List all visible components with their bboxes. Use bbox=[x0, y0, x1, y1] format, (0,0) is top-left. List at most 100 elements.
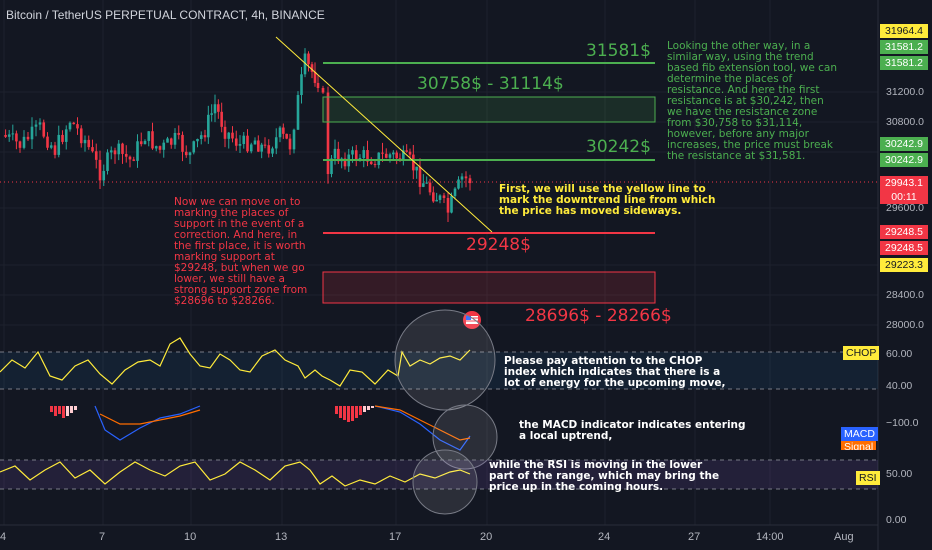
candle-body bbox=[166, 138, 169, 143]
price-tag-31964: 31964.4 bbox=[880, 24, 928, 38]
candle-body bbox=[307, 53, 310, 65]
candle-body bbox=[117, 143, 121, 155]
candle-body bbox=[57, 134, 61, 155]
candle-body bbox=[288, 138, 292, 150]
downtrend-line[interactable] bbox=[275, 36, 493, 233]
candle-body bbox=[18, 141, 22, 148]
candle-body bbox=[333, 148, 337, 159]
macd-histogram-bar bbox=[62, 406, 65, 418]
candle-body bbox=[30, 126, 34, 140]
candle-body bbox=[76, 124, 79, 129]
candle-body bbox=[303, 53, 307, 75]
candle-body bbox=[124, 153, 128, 157]
candle-body bbox=[34, 124, 38, 127]
candle-body bbox=[351, 150, 354, 155]
price-tick: 28000.0 bbox=[886, 319, 924, 331]
chop-label[interactable]: CHOP bbox=[843, 346, 880, 360]
candle-body bbox=[203, 135, 207, 138]
candle-body bbox=[418, 166, 422, 187]
candle-body bbox=[337, 148, 340, 162]
candle-body bbox=[282, 127, 285, 134]
macd-histogram-bar bbox=[363, 406, 366, 412]
time-tick: 17 bbox=[389, 531, 402, 543]
candle-body bbox=[154, 146, 158, 149]
candle-body bbox=[106, 152, 109, 171]
rsi-tick: 50.00 bbox=[886, 468, 913, 480]
candle-body bbox=[285, 133, 288, 139]
price-tag-31581: 31581.2 bbox=[880, 40, 928, 54]
rsi-line bbox=[0, 461, 471, 487]
candle-body bbox=[316, 82, 320, 89]
macd-histogram-bar bbox=[371, 406, 374, 408]
macd-histogram bbox=[50, 406, 374, 422]
candle-body bbox=[296, 95, 300, 130]
candle-body bbox=[271, 148, 274, 154]
rsi-highlight-circle bbox=[412, 449, 478, 515]
candle-body bbox=[192, 141, 196, 153]
candle-body bbox=[53, 145, 57, 155]
candle-body bbox=[321, 88, 325, 93]
support-zone-28696-28266 bbox=[322, 271, 656, 304]
candle-body bbox=[213, 104, 217, 114]
candle-body bbox=[42, 122, 46, 137]
candle-body bbox=[313, 71, 317, 83]
candle-body bbox=[169, 138, 173, 145]
candle-body bbox=[326, 92, 330, 175]
candle-body bbox=[11, 133, 15, 135]
time-tick: 27 bbox=[688, 531, 701, 543]
candle-body bbox=[184, 151, 188, 156]
macd-label[interactable]: MACD bbox=[841, 427, 878, 441]
candle-body bbox=[177, 132, 181, 135]
chop-note: Please pay attention to the CHOP index w… bbox=[504, 355, 726, 389]
candle-body bbox=[263, 144, 267, 146]
candle-body bbox=[87, 139, 91, 148]
price-tag-30242: 30242.9 bbox=[880, 153, 928, 167]
candle-body bbox=[49, 145, 53, 148]
macd-histogram-bar bbox=[335, 406, 338, 414]
candle-body bbox=[300, 74, 303, 96]
macd-histogram-bar bbox=[359, 406, 362, 415]
candle-body bbox=[362, 150, 366, 158]
candle-body bbox=[102, 170, 106, 181]
candle-body bbox=[438, 195, 442, 200]
candle-body bbox=[408, 151, 412, 155]
candle-body bbox=[68, 122, 72, 130]
time-tick: 13 bbox=[275, 531, 288, 543]
candle-body bbox=[158, 146, 162, 150]
candle-body bbox=[94, 151, 98, 160]
macd-highlight-circle bbox=[432, 404, 498, 470]
candle-body bbox=[61, 134, 64, 142]
candle-body bbox=[257, 140, 260, 152]
rsi-label[interactable]: RSI bbox=[856, 471, 880, 485]
support-note: Now we can move on to marking the places… bbox=[174, 196, 308, 307]
chart-title[interactable]: Bitcoin / TetherUS PERPETUAL CONTRACT, 4… bbox=[6, 8, 325, 22]
candle-body bbox=[442, 195, 446, 199]
candle-body bbox=[377, 152, 381, 165]
resistance-zone-30758-31114 bbox=[322, 96, 656, 123]
candle-body bbox=[199, 135, 203, 139]
rsi-note: while the RSI is moving in the lower par… bbox=[489, 459, 720, 493]
candle-body bbox=[460, 176, 464, 180]
candle-body bbox=[292, 129, 296, 150]
macd-signal-line-right bbox=[374, 405, 471, 441]
candle-body bbox=[72, 122, 76, 125]
candle-body bbox=[223, 126, 227, 139]
candle-body bbox=[26, 136, 30, 140]
candle-body bbox=[98, 159, 102, 181]
candle-body bbox=[468, 178, 472, 184]
candle-body bbox=[246, 135, 249, 152]
macd-histogram-bar bbox=[367, 406, 370, 410]
candle-body bbox=[464, 176, 468, 179]
price-tag-29223: 29223.3 bbox=[880, 258, 928, 272]
macd-signal-label[interactable]: Signal bbox=[841, 441, 877, 450]
candle-body bbox=[46, 136, 49, 148]
candle-body bbox=[253, 140, 257, 145]
candle-body bbox=[453, 188, 457, 197]
candle-body bbox=[274, 137, 278, 149]
candle-body bbox=[343, 158, 347, 167]
price-tick: 29600.0 bbox=[886, 202, 924, 214]
candle-body bbox=[428, 182, 432, 193]
candle-body bbox=[388, 154, 392, 158]
price-tag-29248: 29248.5 bbox=[880, 225, 928, 239]
